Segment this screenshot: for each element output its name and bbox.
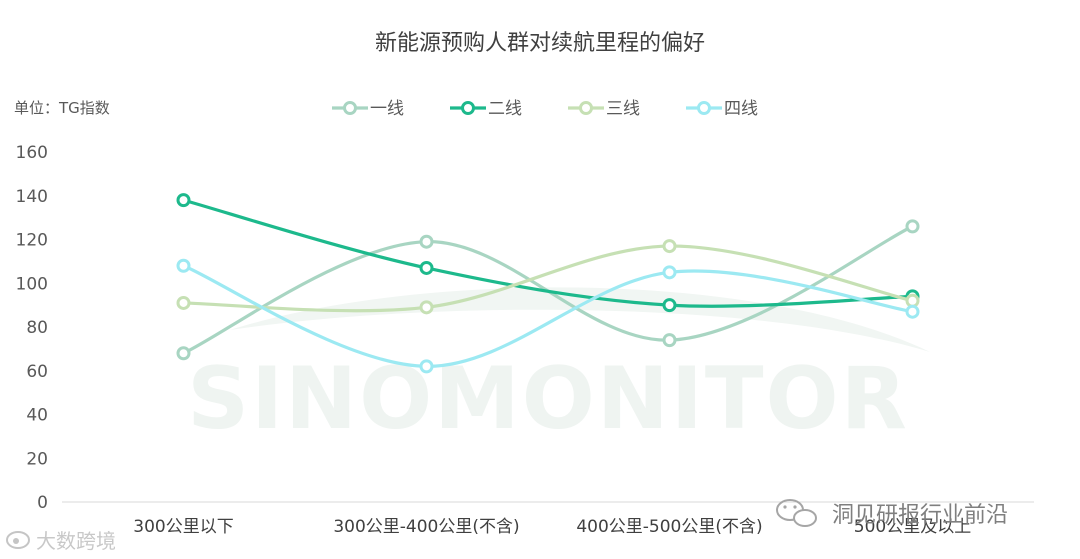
legend: 一线 二线 三线 四线 (332, 99, 758, 119)
y-tick-label: 120 (16, 231, 48, 251)
y-tick-label: 0 (37, 493, 48, 513)
y-tick-label: 80 (26, 318, 48, 338)
data-point (419, 300, 434, 315)
series-group (176, 193, 920, 374)
legend-marker (343, 101, 357, 115)
legend-item: 四线 (686, 99, 758, 119)
y-tick-label: 160 (16, 143, 48, 163)
data-point (176, 193, 191, 208)
watermark: SINOMONITOR (187, 287, 930, 449)
data-point (905, 293, 920, 308)
source-watermark-right: 洞见研报行业前沿 (776, 499, 1008, 528)
data-point (662, 265, 677, 280)
y-tick-label: 20 (26, 449, 48, 469)
legend-item: 一线 (332, 99, 404, 119)
y-tick-label: 60 (26, 362, 48, 382)
data-point (905, 304, 920, 319)
y-tick-label: 40 (26, 406, 48, 426)
source-watermark-left: 大数跨境 (6, 529, 116, 553)
data-point (176, 295, 191, 310)
series-line (183, 198, 913, 308)
data-point (662, 298, 677, 313)
x-category-label: 300公里-400公里(不含) (333, 517, 519, 537)
legend-label: 一线 (370, 99, 404, 119)
x-axis: 300公里以下 300公里-400公里(不含) 400公里-500公里(不含) 500… (133, 517, 971, 537)
data-point (176, 346, 191, 361)
chart-title: 新能源预购人群对续航里程的偏好 (375, 31, 705, 56)
data-point (176, 258, 191, 273)
legend-label: 三线 (606, 99, 640, 119)
x-category-label: 400公里-500公里(不含) (576, 517, 762, 537)
legend-item: 三线 (568, 99, 640, 119)
data-point (419, 234, 434, 249)
data-point (662, 239, 677, 254)
series-4 (176, 258, 920, 374)
legend-marker (697, 101, 711, 115)
series-line (183, 244, 913, 313)
data-point (419, 359, 434, 374)
y-tick-label: 140 (16, 187, 48, 207)
legend-marker (461, 101, 475, 115)
watermark-text: SINOMONITOR (187, 349, 909, 449)
y-tick-label: 100 (16, 274, 48, 294)
y-axis: 0 20 40 60 80 100 120 140 160 (16, 143, 48, 513)
data-point (662, 333, 677, 348)
data-point (905, 219, 920, 234)
legend-label: 四线 (724, 99, 758, 119)
bottom-left-watermark: 大数跨境 (36, 529, 116, 553)
legend-label: 二线 (488, 99, 522, 119)
x-category-label: 300公里以下 (133, 517, 233, 537)
series-line (182, 264, 913, 368)
unit-label: 单位：TG指数 (14, 99, 110, 117)
legend-item: 二线 (450, 99, 522, 119)
legend-marker (579, 101, 593, 115)
data-point (419, 260, 434, 275)
weibo-icon (6, 531, 30, 549)
wechat-icon (776, 499, 817, 527)
bottom-right-watermark: 洞见研报行业前沿 (832, 503, 1008, 528)
x-category-label: 500公里及以上 (854, 517, 971, 537)
series-2 (176, 193, 920, 313)
